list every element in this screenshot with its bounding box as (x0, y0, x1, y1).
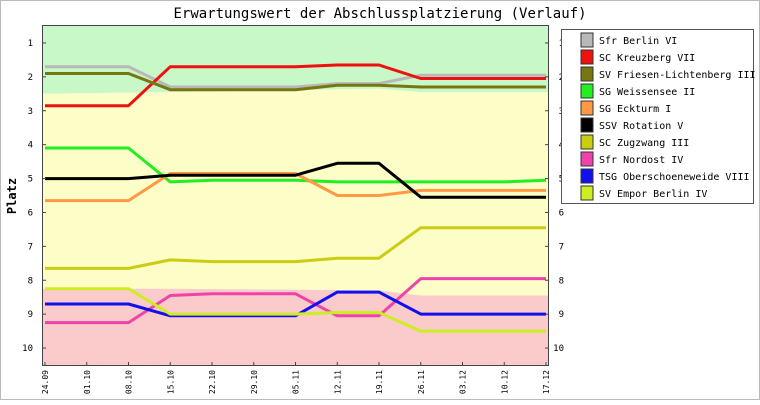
legend: Sfr Berlin VI SC Kreuzberg VII SV Friesen-… (562, 30, 756, 204)
x-tick-label: 19.11 (375, 370, 384, 394)
legend-entry: SC Zugzwang III (599, 138, 689, 149)
y-tick-label: 2 (28, 73, 33, 83)
y-axis-label: Platz (5, 178, 19, 214)
x-tick-label: 08.10 (125, 370, 134, 394)
background-band-top (43, 26, 548, 94)
legend-swatch (581, 67, 593, 81)
legend-entry: SG Weissensee II (599, 87, 695, 98)
y-tick-label: 7 (28, 242, 33, 252)
background-band-middle (43, 89, 548, 296)
legend-swatch (581, 84, 593, 98)
legend-swatch (581, 118, 593, 132)
legend-swatch (581, 169, 593, 183)
x-tick-label: 03.12 (459, 370, 468, 394)
y-tick-label: 4 (28, 141, 33, 151)
x-tick-label: 24.09 (41, 370, 50, 394)
legend-entry: SV Empor Berlin IV (599, 189, 707, 200)
legend-swatch (581, 152, 593, 166)
legend-swatch (581, 186, 593, 200)
background-band-bottom (43, 289, 548, 365)
x-tick-label: 17.12 (542, 370, 551, 394)
legend-swatch (581, 135, 593, 149)
legend-swatch (581, 50, 593, 64)
y-tick-label-right: 8 (559, 276, 564, 286)
legend-swatch (581, 33, 593, 47)
legend-entry: SG Eckturm I (599, 104, 671, 115)
x-tick-label: 26.11 (417, 370, 426, 394)
x-tick-label: 10.12 (500, 370, 509, 394)
y-tick-label: 9 (28, 310, 33, 320)
y-tick-label-right: 7 (559, 242, 564, 252)
y-tick-label-right: 10 (553, 344, 564, 354)
y-tick-label-right: 9 (559, 310, 564, 320)
y-tick-label: 1 (28, 39, 33, 49)
legend-swatch (581, 101, 593, 115)
legend-entry: TSG Oberschoeneweide VIII (599, 172, 750, 183)
legend-entry: Sfr Berlin VI (599, 36, 677, 47)
y-tick-label: 3 (28, 107, 33, 117)
x-tick-label: 05.11 (292, 370, 301, 394)
legend-entry: Sfr Nordost IV (599, 155, 683, 166)
x-tick-label: 01.10 (83, 370, 92, 394)
y-tick-label: 10 (22, 344, 33, 354)
legend-entry: SSV Rotation V (599, 121, 683, 132)
y-tick-label: 8 (28, 276, 33, 286)
x-tick-label: 15.10 (166, 370, 175, 394)
y-tick-label: 5 (28, 175, 33, 185)
x-tick-label: 12.11 (333, 370, 342, 394)
x-tick-label: 22.10 (208, 370, 217, 394)
legend-entry: SC Kreuzberg VII (599, 53, 695, 64)
y-tick-label: 6 (28, 208, 33, 218)
y-tick-label-right: 6 (559, 208, 564, 218)
x-tick-label: 29.10 (250, 370, 259, 394)
chart-title: Erwartungswert der Abschlussplatzierung … (173, 6, 586, 22)
legend-entry: SV Friesen-Lichtenberg III (599, 70, 756, 81)
